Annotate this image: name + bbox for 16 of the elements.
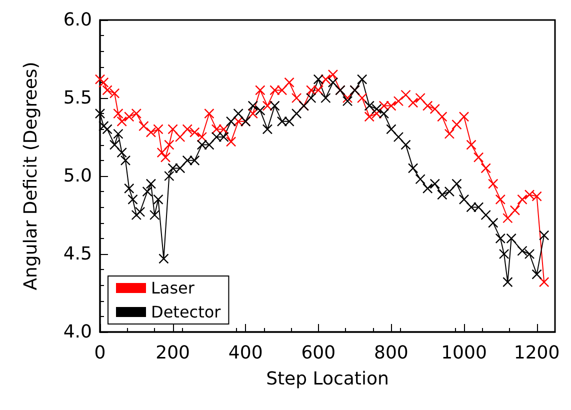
x-tick-label: 400	[228, 342, 263, 364]
y-tick-label: 4.0	[63, 322, 92, 342]
legend-label: Detector	[151, 302, 222, 322]
x-axis-title: Step Location	[266, 368, 389, 390]
x-tick-label: 800	[374, 342, 408, 364]
y-tick-label: 5.5	[63, 88, 92, 108]
y-tick-label: 6.0	[63, 10, 92, 30]
x-tick-label: 0	[94, 342, 106, 364]
y-tick-label: 4.5	[63, 244, 92, 264]
y-tick-label: 5.0	[63, 166, 92, 186]
x-tick-label: 600	[301, 342, 336, 364]
y-axis-title: Angular Deficit (Degrees)	[20, 62, 42, 290]
x-tick-label: 200	[156, 342, 190, 364]
legend-label: Laser	[151, 278, 195, 298]
x-tick-label: 1200	[514, 342, 560, 364]
x-tick-label: 1000	[441, 342, 487, 364]
